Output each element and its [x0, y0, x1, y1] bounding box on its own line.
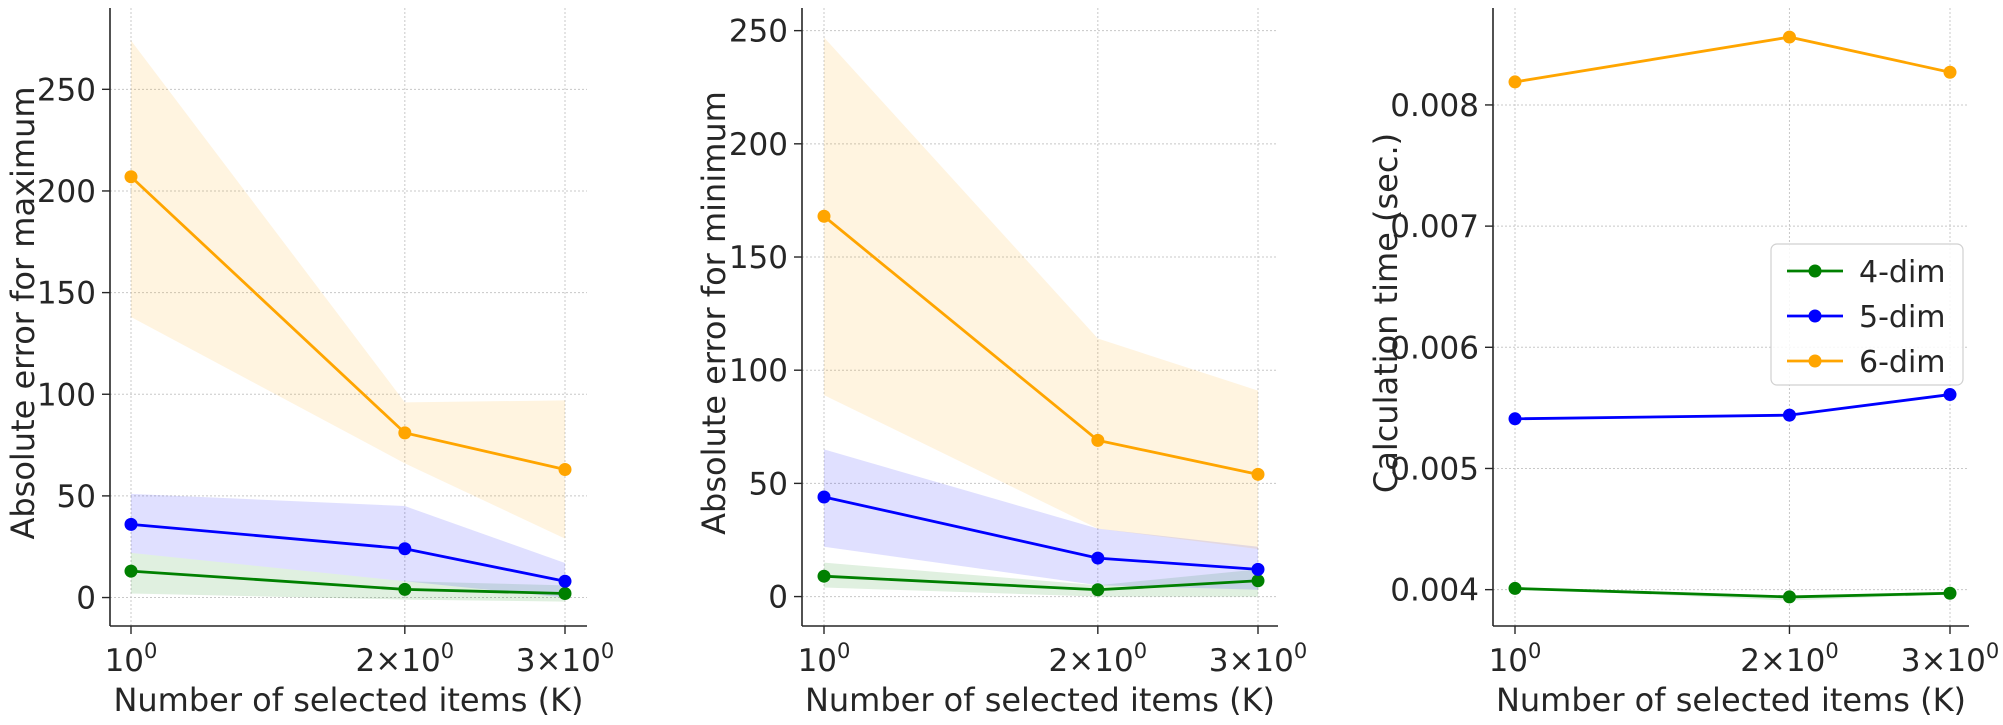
x-tick-label: 3×100 [1209, 639, 1308, 679]
x-tick-label-exponent: 0 [441, 639, 454, 663]
legend: 4-dim 5-dim 6-dim [1770, 243, 1964, 386]
y-tick-label: 0.008 [1390, 88, 1479, 124]
y-tick-label: 0.005 [1390, 451, 1479, 487]
data-point-6-dim [1782, 30, 1796, 44]
x-tick-label-base: 2×10 [1740, 643, 1825, 679]
data-point-6-dim [398, 426, 412, 440]
data-point-4-dim [1251, 574, 1265, 588]
data-point-6-dim [558, 462, 572, 476]
y-tick-label: 100 [729, 353, 788, 389]
x-tick-label-base: 2×10 [1049, 643, 1134, 679]
x-tick-label-base: 10 [1489, 643, 1528, 679]
y-tick-label: 150 [729, 240, 788, 276]
data-point-5-dim [558, 574, 572, 588]
x-tick-label-base: 3×10 [1901, 643, 1986, 679]
data-point-4-dim [398, 582, 412, 596]
legend-label-6-dim: 6-dim [1859, 345, 1946, 380]
y-tick-label: 50 [749, 466, 788, 502]
y-axis-label: Absolute error for maximum [4, 86, 42, 539]
y-axis-label: Absolute error for minimum [695, 91, 733, 535]
x-tick-label-exponent: 0 [1825, 639, 1838, 663]
y-tick-label: 200 [37, 174, 96, 210]
x-tick-label-exponent: 0 [1986, 639, 1999, 663]
data-point-4-dim [558, 586, 572, 600]
y-tick-label: 200 [729, 127, 788, 163]
data-point-6-dim [124, 170, 138, 184]
x-tick-label-exponent: 0 [1294, 639, 1307, 663]
x-tick-label-base: 10 [105, 643, 144, 679]
y-tick-label: 0 [768, 580, 788, 616]
x-tick-label: 2×100 [1049, 639, 1148, 679]
data-point-5-dim [1508, 412, 1522, 426]
data-point-5-dim [1782, 408, 1796, 422]
x-tick-label: 2×100 [1740, 639, 1839, 679]
legend-marker-6-dim [1808, 354, 1822, 368]
x-tick-label: 2×100 [356, 639, 455, 679]
series-band-6-dim [824, 37, 1258, 550]
x-tick-label-base: 10 [798, 643, 837, 679]
legend-marker-4-dim [1808, 264, 1822, 278]
series-band-5-dim [824, 449, 1258, 590]
data-point-5-dim [1251, 562, 1265, 576]
series-band-6-dim [1515, 37, 1950, 82]
data-point-4-dim [1782, 590, 1796, 604]
x-tick-label: 3×100 [1901, 639, 2000, 679]
data-point-6-dim [817, 209, 831, 223]
data-point-5-dim [398, 542, 412, 556]
x-tick-label: 100 [798, 639, 851, 679]
x-tick-label-exponent: 0 [1528, 639, 1541, 663]
x-tick-label-base: 3×10 [1209, 643, 1294, 679]
data-point-5-dim [1091, 551, 1105, 565]
y-tick-label: 150 [37, 276, 96, 312]
x-tick-label-exponent: 0 [601, 639, 614, 663]
x-tick-label-exponent: 0 [144, 639, 157, 663]
y-tick-label: 0 [76, 581, 96, 617]
x-tick-label-exponent: 0 [1134, 639, 1147, 663]
series-line-4-dim [1514, 587, 1951, 599]
series-line-5-dim [1514, 393, 1951, 421]
x-tick-label: 100 [1489, 639, 1542, 679]
x-axis-label: Number of selected items (K) [805, 681, 1275, 719]
x-tick-label: 100 [105, 639, 158, 679]
series-band-4-dim [1515, 587, 1950, 601]
series-line-6-dim [1514, 35, 1951, 84]
data-point-6-dim [1251, 467, 1265, 481]
y-tick-label: 250 [729, 14, 788, 50]
y-tick-label: 250 [37, 72, 96, 108]
legend-label-4-dim: 4-dim [1859, 255, 1946, 290]
legend-label-5-dim: 5-dim [1859, 300, 1946, 335]
series-band-6-dim [131, 40, 565, 539]
data-point-6-dim [1091, 433, 1105, 447]
x-tick-label-exponent: 0 [837, 639, 850, 663]
y-tick-label: 100 [37, 377, 96, 413]
data-point-4-dim [1508, 581, 1522, 595]
data-point-4-dim [817, 569, 831, 583]
y-axis-label: Calculation time (sec.) [1367, 133, 1405, 493]
legend-marker-5-dim [1808, 309, 1822, 323]
data-point-5-dim [1943, 388, 1957, 402]
data-point-5-dim [817, 490, 831, 504]
x-axis-label: Number of selected items (K) [1496, 681, 1966, 719]
data-point-4-dim [124, 564, 138, 578]
y-tick-label: 0.004 [1390, 573, 1479, 609]
x-tick-label-base: 3×10 [516, 643, 601, 679]
data-point-6-dim [1508, 75, 1522, 89]
legend-box [1770, 243, 1964, 386]
x-tick-label-base: 2×10 [356, 643, 441, 679]
data-point-4-dim [1943, 586, 1957, 600]
x-axis-label: Number of selected items (K) [113, 681, 583, 719]
x-tick-label: 3×100 [516, 639, 615, 679]
data-point-6-dim [1943, 65, 1957, 79]
data-point-4-dim [1091, 583, 1105, 597]
y-tick-label: 0.007 [1390, 209, 1479, 245]
data-point-5-dim [124, 517, 138, 531]
y-tick-label: 50 [57, 479, 96, 515]
series-band-5-dim [131, 493, 565, 598]
y-tick-label: 0.006 [1390, 330, 1479, 366]
